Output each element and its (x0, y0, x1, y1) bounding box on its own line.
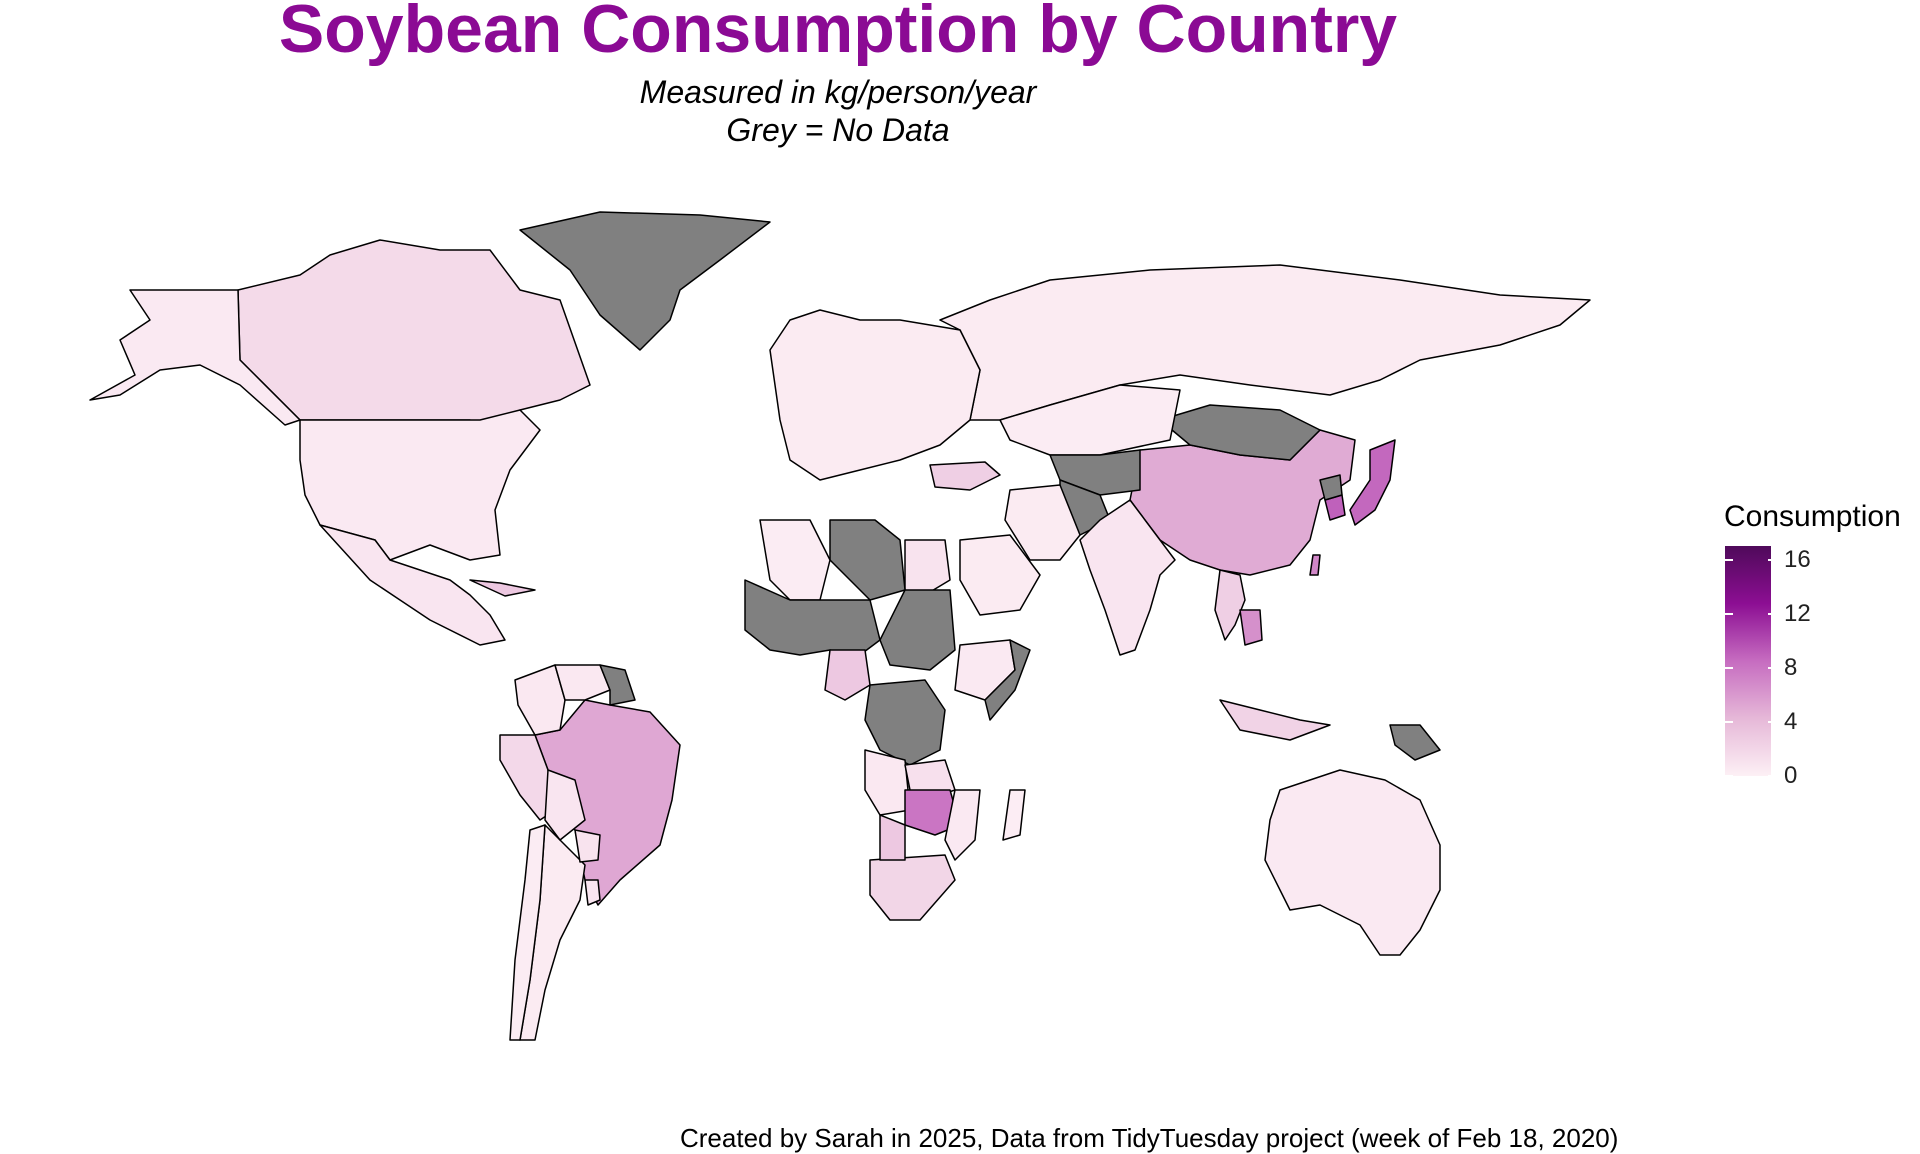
legend-tick-mark (1725, 720, 1733, 723)
map-subtitle-units: Measured in kg/person/year (639, 74, 1037, 110)
legend-tick-label: 8 (1784, 653, 1798, 681)
country-paraguay (574, 829, 601, 863)
country-mexico (319, 524, 506, 646)
country-turkey (929, 461, 1001, 491)
country-botswana (879, 814, 906, 861)
legend-tick-mark (1768, 720, 1776, 723)
legend-color-bar (1725, 546, 1771, 776)
country-russia (939, 264, 1591, 421)
country-europe (769, 309, 981, 481)
country-nigeria (824, 649, 871, 701)
legend-tick-mark (1768, 612, 1776, 615)
country-somalia (984, 639, 1031, 721)
legend-tick-mark (1768, 666, 1776, 669)
country-saudi-arabia (959, 534, 1041, 616)
country-united-states (299, 409, 541, 561)
country-libya (829, 519, 906, 601)
legend-tick-mark (1725, 775, 1733, 777)
legend-tick-mark (1768, 558, 1776, 561)
country-thailand (1214, 569, 1246, 641)
country-cambodia (1239, 609, 1263, 646)
country-alaska (89, 289, 301, 426)
country-japan (1349, 439, 1396, 526)
legend-tick-mark (1725, 666, 1733, 669)
map-title: Soybean Consumption by Country (278, 0, 1398, 67)
country-north-korea (1319, 474, 1343, 501)
country-dr-congo (864, 679, 946, 766)
country-chile (509, 824, 546, 1041)
legend-tick-label: 12 (1784, 599, 1811, 627)
country-taiwan (1309, 554, 1321, 576)
map-subtitle-no-data-note: Grey = No Data (726, 112, 950, 148)
country-venezuela (554, 664, 611, 701)
legend-tick-mark (1768, 775, 1776, 777)
country-kazakhstan (999, 384, 1181, 456)
legend-title: Consumption (1724, 500, 1901, 533)
country-greenland (519, 211, 771, 351)
legend-tick-label: 0 (1784, 762, 1798, 789)
country-iran (1004, 484, 1081, 561)
country-uruguay (584, 879, 601, 906)
country-madagascar (1002, 789, 1026, 841)
country-egypt (904, 539, 951, 596)
country-indonesia (1219, 699, 1331, 741)
map-caption: Created by Sarah in 2025, Data from Tidy… (680, 1123, 1619, 1153)
country-papua-new-guinea (1389, 724, 1441, 761)
country-australia (1264, 769, 1441, 956)
legend-tick-label: 4 (1784, 707, 1798, 735)
country-layer (89, 211, 1591, 1041)
legend-tick-mark (1725, 612, 1733, 615)
country-south-africa (869, 854, 956, 921)
legend-tick-label: 16 (1784, 545, 1811, 573)
country-india (1079, 499, 1176, 656)
country-mongolia (1159, 404, 1321, 461)
country-sudan (879, 589, 956, 671)
country-guyana (599, 664, 636, 706)
country-cuba (469, 579, 536, 597)
country-mozambique (944, 789, 981, 861)
country-algeria (759, 519, 831, 601)
country-angola (864, 749, 911, 816)
country-bolivia (544, 769, 586, 841)
legend-tick-mark (1725, 558, 1733, 561)
